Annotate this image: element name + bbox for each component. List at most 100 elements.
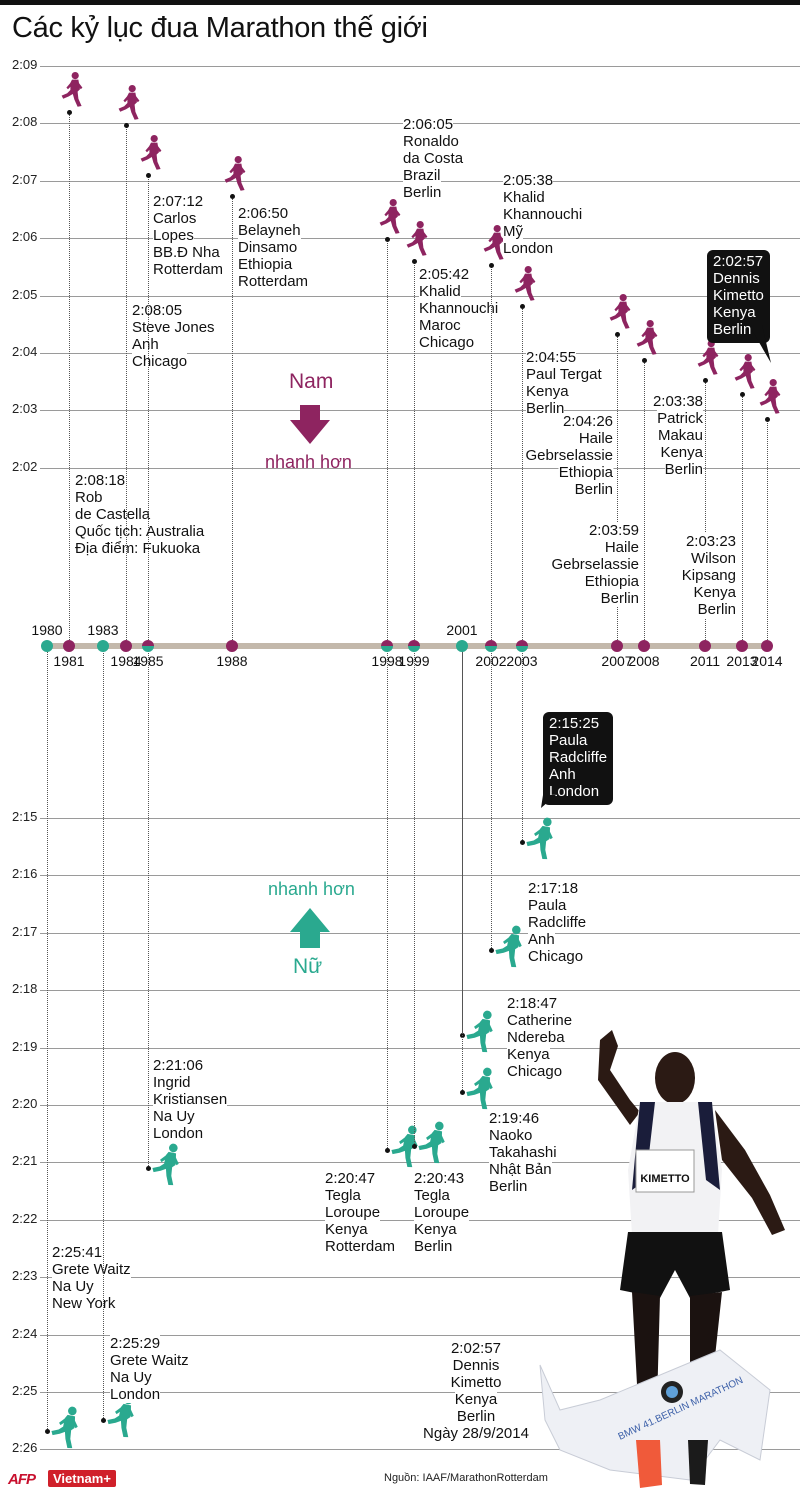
- record-time: 2:21:06: [153, 1057, 204, 1074]
- record-time: 2:03:23: [685, 533, 736, 550]
- photo-caption: 2:02:57 Dennis Kimetto Kenya Berlin Ngày…: [386, 1340, 566, 1442]
- men-runner-icon: [224, 156, 246, 192]
- year-label: 1985: [132, 653, 164, 669]
- athlete-arm: [715, 1110, 785, 1235]
- record-detail-line: Chicago: [507, 1063, 572, 1080]
- year-marker[interactable]: [142, 640, 154, 652]
- y-tick-label: 2:24: [12, 1325, 41, 1341]
- record-detail: Catherine: [507, 1012, 573, 1029]
- record-detail: Ethiopia: [238, 256, 293, 273]
- gridline: [40, 818, 800, 819]
- year-marker[interactable]: [97, 640, 109, 652]
- men-leader-line: [148, 175, 149, 646]
- record-detail: London: [153, 1125, 204, 1142]
- record-detail-line: Khalid: [419, 283, 498, 300]
- caption-line: Kenya: [454, 1391, 498, 1408]
- athlete-head: [655, 1052, 695, 1104]
- gridline: [40, 932, 800, 934]
- year-marker[interactable]: [381, 640, 393, 652]
- record-detail-line: Rotterdam: [325, 1238, 396, 1255]
- year-marker[interactable]: [456, 640, 468, 652]
- year-label: 2011: [689, 653, 721, 669]
- men-leader-line: [491, 265, 492, 646]
- record-detail: Chicago: [132, 353, 188, 370]
- record-time-line: 2:04:26: [525, 413, 613, 430]
- record-time-line: 2:03:38: [652, 393, 703, 410]
- record-detail-line: Maroc: [419, 317, 498, 334]
- record-time: 2:02:57: [713, 253, 764, 270]
- record-detail-line: Nhật Bản: [489, 1161, 557, 1178]
- men-runner-icon: [609, 294, 631, 329]
- record-detail-line: Ronaldo: [403, 133, 463, 150]
- year-marker[interactable]: [761, 640, 773, 652]
- year-marker[interactable]: [638, 640, 650, 652]
- year-marker[interactable]: [699, 640, 711, 652]
- record-time-line: 2:21:06: [153, 1057, 227, 1074]
- record-label: 2:21:06 Ingrid Kristiansen Na Uy London: [153, 1057, 228, 1142]
- record-detail-line: Ethiopia: [551, 573, 639, 590]
- year-marker[interactable]: [120, 640, 132, 652]
- record-detail: Berlin: [414, 1238, 453, 1255]
- record-label: 2:06:50 Belayneh Dinsamo Ethiopia Rotterdam: [238, 205, 309, 290]
- record-detail-line: Chicago: [419, 334, 498, 351]
- record-detail: Takahashi: [489, 1144, 557, 1161]
- record-time: 2:20:43: [414, 1170, 465, 1187]
- record-detail: Radcliffe: [549, 749, 608, 766]
- record-detail-line: da Costa: [403, 150, 464, 167]
- year-marker[interactable]: [63, 640, 75, 652]
- record-detail: Naoko: [489, 1127, 533, 1144]
- record-detail: Berlin: [526, 400, 565, 417]
- record-detail: London: [549, 783, 600, 800]
- caption-date: Ngày 28/9/2014: [423, 1425, 529, 1442]
- record-time: 2:05:42: [419, 266, 470, 283]
- record-detail: Kenya: [507, 1046, 550, 1063]
- record-detail: Chicago: [528, 948, 584, 965]
- women-record-point: [385, 1147, 390, 1153]
- record-detail: Ndereba: [507, 1029, 565, 1046]
- record-detail: Nhật Bản: [489, 1161, 552, 1178]
- record-label: 2:25:41 Grete Waitz Na Uy New York: [52, 1244, 131, 1312]
- record-detail: Khannouchi: [503, 206, 583, 223]
- record-detail-line: Berlin: [414, 1238, 469, 1255]
- record-detail-line: Địa điểm: Fukuoka: [75, 540, 204, 557]
- men-record-point: [703, 378, 708, 384]
- record-label: 2:20:43 Tegla Loroupe Kenya Berlin: [414, 1170, 470, 1255]
- record-detail-line: Kenya: [526, 383, 602, 400]
- record-detail-line: Ingrid: [153, 1074, 227, 1091]
- record-detail: Anh: [528, 931, 555, 948]
- record-detail: Kenya: [414, 1221, 457, 1238]
- year-marker[interactable]: [41, 640, 53, 652]
- bmw-logo-inner: [666, 1386, 678, 1398]
- record-detail: Rotterdam: [238, 273, 309, 290]
- record-detail-line: Belayneh: [238, 222, 308, 239]
- women-leader-line: [387, 646, 388, 1150]
- record-time: 2:03:59: [588, 522, 639, 539]
- record-detail: Berlin: [403, 184, 442, 201]
- men-record-point: [765, 417, 770, 423]
- record-detail: Na Uy: [110, 1369, 152, 1386]
- year-label: 2014: [751, 653, 783, 669]
- men-leader-line: [767, 419, 768, 646]
- record-time: 2:06:05: [403, 116, 454, 133]
- record-detail-line: Berlin: [682, 601, 736, 618]
- record-detail-line: Patrick: [653, 410, 703, 427]
- year-marker[interactable]: [736, 640, 748, 652]
- women-runner-icon: [526, 817, 553, 860]
- record-detail: Ethiopia: [584, 573, 639, 590]
- year-marker[interactable]: [226, 640, 238, 652]
- record-detail: Chicago: [419, 334, 475, 351]
- men-leader-line: [387, 239, 388, 646]
- y-tick-label: 2:18: [12, 981, 41, 997]
- men-faster-label: nhanh hơn: [265, 452, 352, 472]
- record-label: 2:19:46 Naoko Takahashi Nhật Bản Berlin: [489, 1110, 557, 1195]
- year-marker[interactable]: [611, 640, 623, 652]
- record-detail-line: Paula: [528, 897, 586, 914]
- record-detail-line: Anh: [132, 336, 215, 353]
- record-time-line: 2:25:29: [110, 1335, 189, 1352]
- year-marker[interactable]: [516, 640, 528, 652]
- year-marker[interactable]: [485, 640, 497, 652]
- year-marker[interactable]: [408, 640, 420, 652]
- record-time: 2:03:38: [652, 393, 703, 410]
- athlete-arm-raised: [598, 1030, 640, 1125]
- record-detail: Tegla: [414, 1187, 450, 1204]
